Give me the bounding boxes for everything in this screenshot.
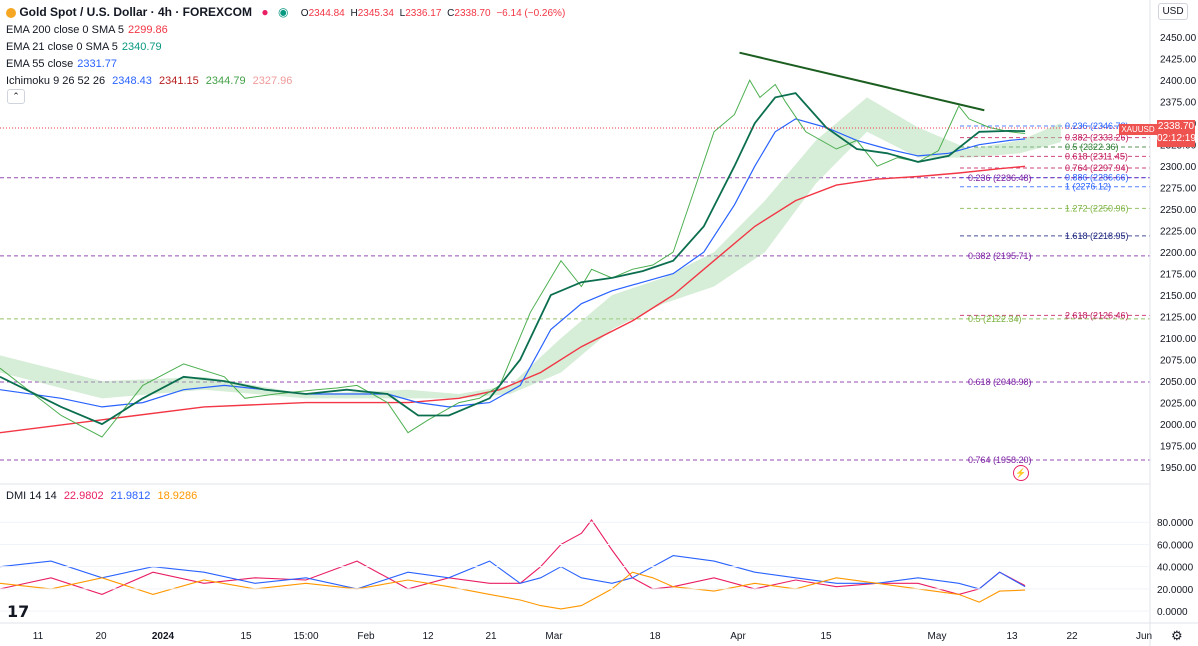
fib-level-label: 0.764 (1958.20) bbox=[968, 455, 1032, 465]
x-tick-label: 22 bbox=[1066, 631, 1078, 642]
y-tick-label: 2225.00 bbox=[1160, 227, 1197, 238]
fib-level-label: 0.618 (2048.98) bbox=[968, 377, 1032, 387]
x-tick-label: Apr bbox=[730, 631, 746, 642]
indicator-ichimoku[interactable]: Ichimoku 9 26 52 26 2348.43 2341.15 2344… bbox=[6, 75, 293, 87]
x-tick-label: 2024 bbox=[152, 631, 175, 642]
x-tick-label: 21 bbox=[485, 631, 497, 642]
ema55-line bbox=[0, 118, 1026, 408]
x-tick-label: 18 bbox=[649, 631, 661, 642]
dmi-series-line bbox=[0, 519, 1026, 595]
dmi-series-line bbox=[0, 571, 1026, 610]
fib-level-label: 0.764 (2297.94) bbox=[1065, 163, 1129, 173]
fib-level-label: 1 (2276.12) bbox=[1065, 182, 1111, 192]
fib-level-label: 0.382 (2333.26) bbox=[1065, 133, 1129, 143]
y-tick-label: 2375.00 bbox=[1160, 98, 1197, 109]
fib-level-label: 0.236 (2346.78) bbox=[1065, 121, 1129, 131]
gold-icon bbox=[6, 7, 16, 18]
ichimoku-cloud-segment bbox=[0, 355, 102, 399]
dmi-tick-label: 40.0000 bbox=[1157, 563, 1194, 574]
ichimoku-cloud-segment bbox=[663, 252, 714, 304]
x-tick-label: 12 bbox=[422, 631, 434, 642]
resistance-trendline bbox=[739, 51, 985, 112]
x-tick-label: 15:00 bbox=[293, 631, 318, 642]
y-tick-label: 2275.00 bbox=[1160, 184, 1197, 195]
x-tick-label: Feb bbox=[357, 631, 375, 642]
symbol-label: XAUUSD bbox=[1119, 124, 1157, 135]
price-line bbox=[0, 79, 1026, 438]
x-tick-label: 20 bbox=[95, 631, 107, 642]
ichimoku-cloud-segment bbox=[867, 97, 918, 158]
dmi-tick-label: 60.0000 bbox=[1157, 540, 1194, 551]
ichimoku-cloud-segment bbox=[816, 97, 867, 184]
y-tick-label: 2300.00 bbox=[1160, 162, 1197, 173]
indicator-ema200[interactable]: EMA 200 close 0 SMA 5 2299.86 bbox=[6, 24, 168, 36]
fib-level-label: 0.618 (2311.45) bbox=[1065, 151, 1128, 161]
y-tick-label: 2000.00 bbox=[1160, 420, 1197, 431]
y-tick-label: 2075.00 bbox=[1160, 356, 1197, 367]
lightning-icon[interactable]: ⚡ bbox=[1013, 465, 1029, 481]
x-tick-label: 11 bbox=[33, 631, 44, 642]
x-tick-label: Mar bbox=[545, 631, 563, 642]
fib-level-label: 0.382 (2195.71) bbox=[968, 251, 1032, 261]
dmi-tick-label: 20.0000 bbox=[1157, 585, 1194, 596]
ichimoku-cloud-segment bbox=[714, 200, 765, 287]
ichimoku-cloud-segment bbox=[408, 389, 459, 399]
x-tick-label: 15 bbox=[240, 631, 252, 642]
indicator-ema55[interactable]: EMA 55 close 2331.77 bbox=[6, 58, 118, 70]
y-tick-label: 2400.00 bbox=[1160, 76, 1197, 87]
indicator-ema21[interactable]: EMA 21 close 0 SMA 5 2340.79 bbox=[6, 41, 162, 53]
indicator-dmi[interactable]: DMI 14 14 22.9802 21.9812 18.9286 bbox=[6, 490, 198, 502]
x-tick-label: Jun bbox=[1136, 631, 1152, 642]
y-tick-label: 1950.00 bbox=[1160, 463, 1197, 474]
ichimoku-cloud-segment bbox=[561, 295, 612, 373]
settings-gear-icon[interactable]: ⚙ bbox=[1171, 628, 1183, 643]
fib-level-label: 0.236 (2286.48) bbox=[968, 173, 1032, 183]
fib-level-label: 0.5 (2122.34) bbox=[968, 314, 1022, 324]
tradingview-logo-icon[interactable]: 17 bbox=[7, 602, 30, 621]
x-tick-label: May bbox=[928, 631, 947, 642]
fib-level-label: 0.5 (2322.36) bbox=[1065, 142, 1119, 152]
collapse-legend-button[interactable]: ⌃ bbox=[7, 89, 25, 104]
y-tick-label: 2125.00 bbox=[1160, 313, 1197, 324]
y-tick-label: 1975.00 bbox=[1160, 442, 1197, 453]
fib-level-label: 1.618 (2218.95) bbox=[1065, 231, 1129, 241]
dmi-tick-label: 0.0000 bbox=[1157, 607, 1188, 618]
y-tick-label: 2250.00 bbox=[1160, 205, 1197, 216]
y-tick-label: 2025.00 bbox=[1160, 399, 1197, 410]
ema21-line bbox=[0, 92, 1026, 426]
ichimoku-cloud-segment bbox=[1020, 123, 1061, 154]
y-tick-label: 2100.00 bbox=[1160, 334, 1197, 345]
y-tick-label: 2050.00 bbox=[1160, 377, 1197, 388]
x-tick-label: 13 bbox=[1006, 631, 1018, 642]
chart-header: Gold Spot / U.S. Dollar · 4h · FOREXCOM … bbox=[6, 5, 565, 19]
y-tick-label: 2450.00 bbox=[1160, 33, 1197, 44]
y-tick-label: 2425.00 bbox=[1160, 55, 1197, 66]
ichimoku-cloud-segment bbox=[102, 376, 204, 399]
ohlc-values: O2344.84 H2345.34 L2336.17 C2338.70 −6.1… bbox=[300, 8, 566, 19]
fib-level-label: 0.886 (2286.66) bbox=[1065, 173, 1129, 183]
ichimoku-cloud-segment bbox=[765, 140, 816, 253]
current-price-tag: XAUUSD 2338.70 02:12:19 bbox=[1119, 120, 1196, 147]
currency-selector[interactable]: USD bbox=[1158, 3, 1188, 20]
ema200-line bbox=[0, 165, 1026, 434]
ichimoku-cloud-segment bbox=[969, 140, 1020, 158]
y-tick-label: 2150.00 bbox=[1160, 291, 1197, 302]
fib-level-label: 1.272 (2250.96) bbox=[1065, 203, 1129, 213]
y-tick-label: 2175.00 bbox=[1160, 270, 1197, 281]
price-and-countdown: 2338.70 02:12:19 bbox=[1157, 120, 1196, 147]
open-close-eye-icon[interactable]: ● bbox=[261, 5, 269, 19]
x-tick-label: 15 bbox=[820, 631, 832, 642]
y-tick-label: 2200.00 bbox=[1160, 248, 1197, 259]
symbol-title[interactable]: Gold Spot / U.S. Dollar · 4h · FOREXCOM bbox=[19, 5, 253, 19]
dmi-series-line bbox=[0, 555, 1026, 590]
dmi-tick-label: 80.0000 bbox=[1157, 518, 1194, 529]
visibility-icon[interactable]: ◉ bbox=[277, 5, 289, 19]
ichimoku-cloud-segment bbox=[612, 277, 663, 330]
fib-level-label: 2.618 (2126.46) bbox=[1065, 310, 1129, 320]
